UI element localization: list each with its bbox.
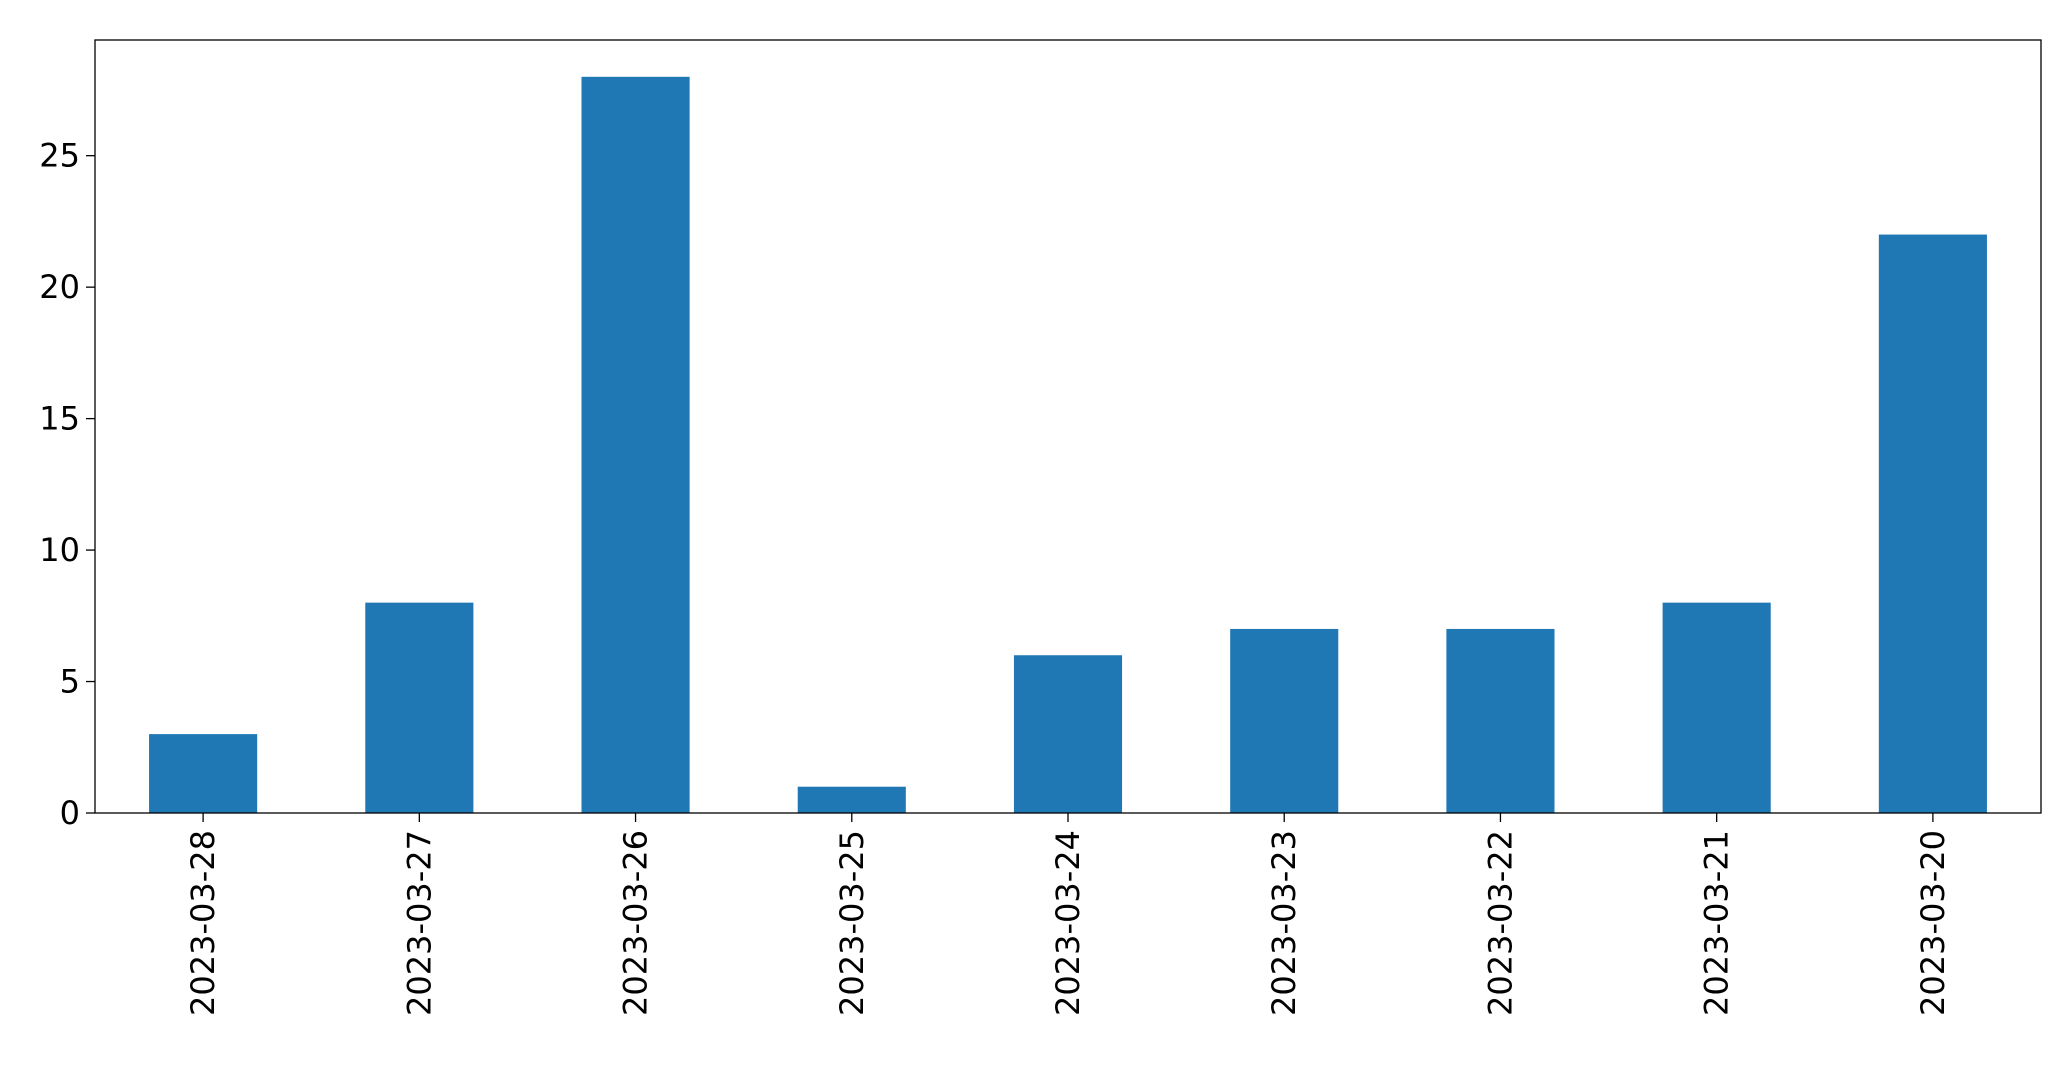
y-tick-label: 5 [60,663,80,701]
bar-2023-03-26 [581,76,690,813]
y-tick-label: 10 [39,531,80,569]
x-tick-label: 2023-03-23 [1265,830,1303,1016]
x-tick-label: 2023-03-25 [833,830,871,1016]
y-tick-label: 15 [39,400,80,438]
bar-2023-03-25 [797,786,906,813]
x-tick-label: 2023-03-21 [1698,830,1736,1016]
bars-layer [149,76,1987,813]
bar-2023-03-28 [149,734,258,813]
x-tick-label: 2023-03-27 [400,830,438,1016]
bar-2023-03-27 [365,602,474,813]
x-axis: 2023-03-28 2023-03-27 2023-03-26 2023-03-25… [184,813,1952,1016]
y-axis: 0 5 10 15 20 25 [39,137,95,832]
y-tick-label: 0 [60,794,80,832]
x-tick-label: 2023-03-22 [1481,830,1519,1016]
x-tick-label: 2023-03-24 [1049,830,1087,1016]
bar-2023-03-22 [1446,628,1555,813]
y-tick-label: 25 [39,137,80,175]
x-tick-label: 2023-03-28 [184,830,222,1016]
bar-2023-03-24 [1013,655,1123,813]
bar-2023-03-23 [1230,628,1339,813]
bar-2023-03-20 [1878,234,1987,813]
y-tick-label: 20 [39,268,80,306]
x-tick-label: 2023-03-20 [1914,830,1952,1016]
x-tick-label: 2023-03-26 [617,830,655,1016]
bar-2023-03-21 [1662,602,1771,813]
